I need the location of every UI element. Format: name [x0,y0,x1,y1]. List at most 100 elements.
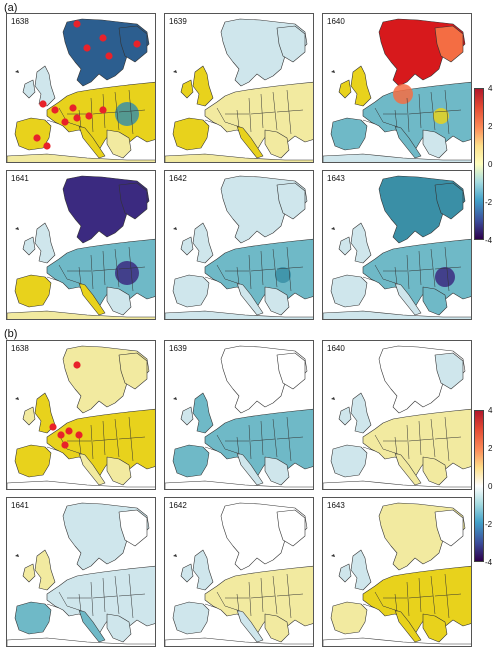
border-line [128,573,134,619]
border-line [406,97,410,133]
region-africa [165,310,313,319]
land-layer [165,175,313,319]
border-line [362,119,376,125]
region-balkans [422,456,448,486]
border-line [250,111,276,115]
country-borders [46,246,146,292]
border-line [374,264,396,284]
border-line [286,573,292,619]
region-britain [192,392,214,434]
land-layer [323,175,471,319]
europe-map [7,345,155,489]
country-borders [204,89,304,135]
region-italy [236,609,264,643]
border-line [362,446,376,452]
border-line [204,119,218,125]
region-ireland [22,236,36,256]
border-line [406,581,410,617]
border-line [276,109,304,113]
record-point [133,40,141,48]
map-panel-a-1: 1638 [6,13,156,163]
border-line [92,268,118,272]
border-line [58,591,80,611]
border-line [430,248,436,288]
country-borders [362,573,462,619]
region-africa [165,637,313,646]
border-line [374,591,396,611]
region-africa [323,637,471,646]
land-layer [323,345,471,489]
region-britain [192,65,214,107]
section-b-label: (b) [4,328,18,340]
region-ireland [180,79,194,99]
region-britain [34,65,56,107]
region-balkans [106,286,132,316]
border-line [434,266,462,270]
land-layer [165,18,313,162]
border-line [46,119,60,125]
region-ireland [338,406,352,426]
region-ireland [22,563,36,583]
colorbar-a [474,88,484,240]
border-line [250,268,276,272]
europe-map [323,345,471,489]
border-line [90,581,94,617]
panel-year: 1641 [11,501,29,510]
country-borders [362,416,462,462]
map-panel-a-4: 1641 [6,170,156,320]
island-marker [15,70,19,73]
region-finland [434,25,464,63]
border-line [92,595,118,599]
region-finland [434,509,464,547]
region-iberia [330,117,368,151]
region-finland [118,352,148,390]
region-ireland [338,563,352,583]
region-iberia [14,444,52,478]
region-africa [7,310,155,319]
country-borders [204,416,304,462]
border-line [406,424,410,460]
region-balkans [422,129,448,159]
border-line [102,250,106,286]
border-line [286,416,292,462]
colorbar-a-tick: -2 [485,198,493,207]
region-iberia [172,601,210,635]
region-finland [118,509,148,547]
border-line [276,593,304,597]
map-panel-b-1: 1638 [6,340,156,490]
border-line [114,248,120,288]
border-line [408,595,434,599]
europe-map [323,502,471,646]
colorbar-a-tick: 2 [488,122,493,131]
region-britain [350,549,372,591]
border-line [236,109,240,129]
anomaly-blob [435,267,455,287]
panel-year: 1643 [327,174,345,183]
border-line [362,276,376,282]
anomaly-blob [393,84,413,104]
map-panel-a-3: 1640 [322,13,472,163]
region-italy [78,609,106,643]
region-finland [118,25,148,63]
record-point [83,44,91,52]
region-balkans [106,129,132,159]
border-line [114,575,120,615]
border-line [216,264,238,284]
region-britain [350,222,372,264]
region-britain [350,392,372,434]
land-layer [165,502,313,646]
border-line [418,250,422,286]
land-layer [7,18,155,162]
record-point [61,118,69,126]
record-point [75,431,83,439]
region-balkans [422,613,448,643]
europe-map [165,18,313,162]
border-line [204,603,218,609]
colorbar-a-tick: -4 [485,236,493,245]
border-line [434,109,462,113]
border-line [236,266,240,286]
map-panel-b-5: 1642 [164,497,314,647]
border-line [408,268,434,272]
land-layer [165,345,313,489]
border-line [260,93,264,129]
